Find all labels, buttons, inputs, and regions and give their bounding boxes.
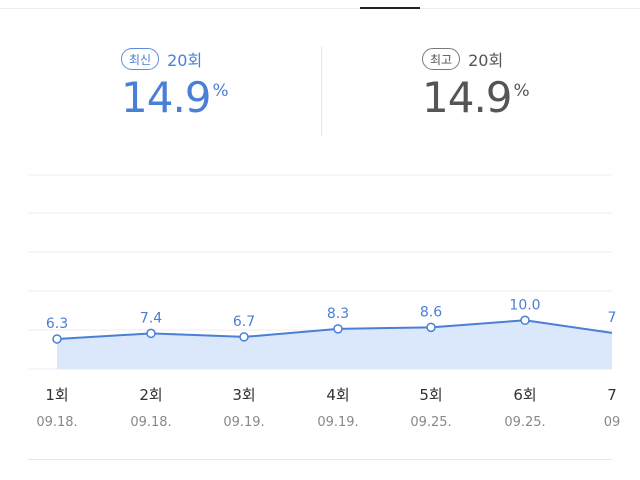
episode-tick-label-7: 7 bbox=[607, 386, 617, 404]
episode-tick-label-4: 4회 bbox=[326, 386, 349, 404]
latest-rating-number: 14.9 bbox=[121, 73, 212, 122]
chart-bottom-divider bbox=[28, 459, 612, 460]
latest-rating-block: 최신 20회 14.9 % bbox=[121, 45, 229, 135]
date-tick-label-7: 09 bbox=[604, 415, 621, 430]
date-tick-label-6: 09.25. bbox=[504, 415, 545, 430]
episode-tick-label-6: 6회 bbox=[513, 386, 536, 404]
active-tab-indicator bbox=[360, 7, 420, 9]
data-label-1: 6.3 bbox=[46, 316, 68, 332]
data-label-7: 7 bbox=[608, 310, 617, 326]
highest-rating-unit: % bbox=[513, 81, 530, 101]
latest-rating-header: 최신 20회 bbox=[121, 45, 229, 73]
data-point-3 bbox=[239, 332, 249, 342]
latest-badge: 최신 bbox=[121, 48, 160, 70]
episode-tick-label-2: 2회 bbox=[139, 386, 162, 404]
ratings-area-fill bbox=[57, 320, 612, 369]
tab-bar-divider bbox=[0, 8, 640, 9]
data-point-1 bbox=[52, 334, 62, 344]
latest-rating-value: 14.9 % bbox=[121, 75, 229, 121]
date-tick-label-3: 09.19. bbox=[223, 415, 264, 430]
date-tick-label-2: 09.18. bbox=[130, 415, 171, 430]
data-point-5 bbox=[426, 322, 436, 333]
episode-tick-label-5: 5회 bbox=[419, 386, 442, 404]
latest-episode: 20회 bbox=[167, 51, 203, 70]
highest-rating-value: 14.9 % bbox=[422, 75, 530, 121]
date-tick-label-5: 09.25. bbox=[410, 415, 451, 430]
episode-tick-label-3: 3회 bbox=[232, 386, 255, 404]
highest-rating-number: 14.9 bbox=[422, 73, 513, 122]
data-label-6: 10.0 bbox=[509, 297, 540, 313]
stats-divider bbox=[321, 46, 322, 136]
episode-tick-label-1: 1회 bbox=[45, 386, 68, 404]
highest-rating-block: 최고 20회 14.9 % bbox=[422, 45, 530, 135]
data-point-2 bbox=[146, 328, 156, 339]
data-label-3: 6.7 bbox=[233, 314, 255, 330]
highest-episode: 20회 bbox=[468, 51, 504, 70]
data-label-2: 7.4 bbox=[140, 310, 162, 326]
date-tick-label-1: 09.18. bbox=[36, 415, 77, 430]
highest-rating-header: 최고 20회 bbox=[422, 45, 530, 73]
latest-rating-unit: % bbox=[212, 81, 229, 101]
data-point-4 bbox=[333, 324, 343, 334]
highest-badge: 최고 bbox=[422, 48, 461, 70]
data-label-4: 8.3 bbox=[327, 306, 349, 322]
date-tick-label-4: 09.19. bbox=[317, 415, 358, 430]
data-label-5: 8.6 bbox=[420, 304, 442, 320]
data-point-6 bbox=[520, 315, 530, 326]
